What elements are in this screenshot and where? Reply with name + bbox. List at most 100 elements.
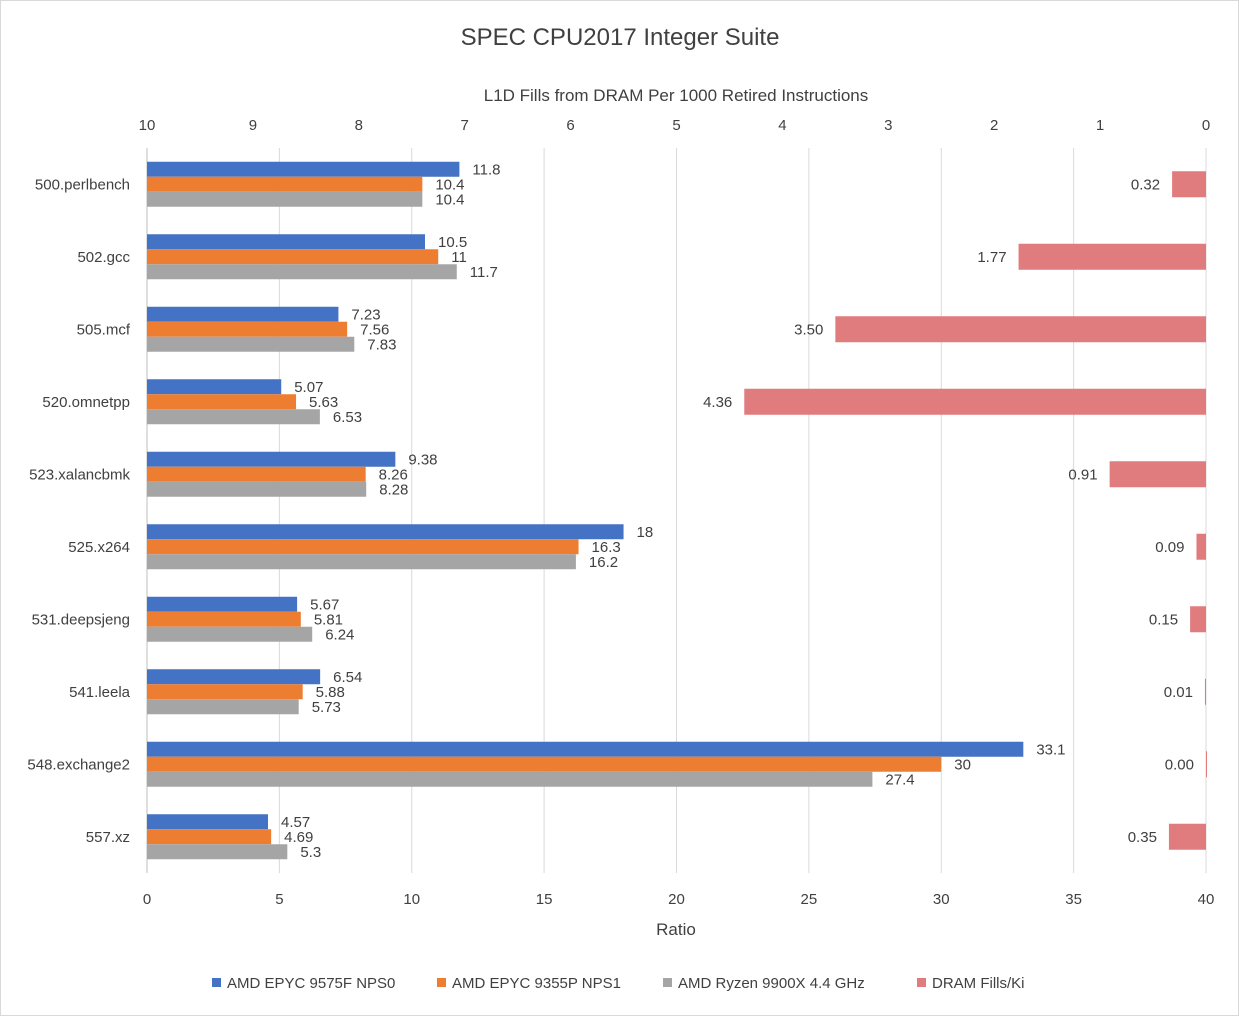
bar-data-label: 16.3 bbox=[592, 539, 621, 556]
x-tick-label: 5 bbox=[275, 891, 283, 908]
x2-tick-label: 1 bbox=[1096, 117, 1104, 134]
legend-swatch bbox=[917, 978, 926, 987]
category-label: 523.xalancbmk bbox=[29, 466, 130, 483]
x2-tick-label: 5 bbox=[672, 117, 680, 134]
legend-label: AMD Ryzen 9900X 4.4 GHz bbox=[678, 975, 865, 992]
legend-label: AMD EPYC 9355P NPS1 bbox=[452, 975, 621, 992]
bar-data-label: 11 bbox=[451, 249, 467, 266]
dram-data-label: 0.35 bbox=[1128, 829, 1157, 846]
dram-data-label: 0.00 bbox=[1165, 756, 1194, 773]
bar-3 bbox=[147, 409, 320, 425]
bar-1 bbox=[147, 524, 624, 540]
bar-3 bbox=[147, 481, 367, 497]
x2-tick-label: 2 bbox=[990, 117, 998, 134]
category-label: 520.omnetpp bbox=[42, 394, 130, 411]
bar-data-label: 11.7 bbox=[470, 264, 498, 281]
x2-tick-label: 7 bbox=[461, 117, 469, 134]
bar-data-label: 10.4 bbox=[435, 176, 464, 193]
category-label: 541.leela bbox=[69, 684, 131, 701]
bar-data-label: 30 bbox=[954, 756, 971, 773]
bar-1 bbox=[147, 161, 460, 177]
x2-tick-label: 4 bbox=[778, 117, 786, 134]
bar-1 bbox=[147, 379, 282, 395]
bar-data-label: 18 bbox=[637, 524, 654, 541]
bar-data-label: 10.5 bbox=[438, 234, 467, 251]
secondary-axis-title: L1D Fills from DRAM Per 1000 Retired Ins… bbox=[484, 86, 869, 105]
legend-swatch bbox=[437, 978, 446, 987]
category-labels: 500.perlbench 502.gcc 505.mcf 520.omnetpp 52… bbox=[27, 176, 130, 846]
dram-data-label: 0.09 bbox=[1155, 539, 1184, 556]
bar-data-label: 5.63 bbox=[309, 394, 338, 411]
bar-data-label: 27.4 bbox=[885, 771, 914, 788]
dram-data-label: 4.36 bbox=[703, 394, 732, 411]
bar-data-label: 4.57 bbox=[281, 814, 310, 831]
bar-data-label: 8.26 bbox=[379, 466, 408, 483]
bar-3 bbox=[147, 554, 576, 570]
legend-label: AMD EPYC 9575F NPS0 bbox=[227, 975, 395, 992]
bar-1 bbox=[147, 814, 268, 830]
primary-axis-title: Ratio bbox=[656, 920, 696, 939]
x2-tick-label: 6 bbox=[566, 117, 574, 134]
bar-2 bbox=[147, 611, 301, 627]
legend: AMD EPYC 9575F NPS0 AMD EPYC 9355P NPS1 AM… bbox=[212, 975, 1025, 992]
bar-3 bbox=[147, 699, 299, 715]
bar-2 bbox=[147, 684, 303, 700]
bar-3 bbox=[147, 264, 457, 280]
x-tick-label: 0 bbox=[143, 891, 151, 908]
x2-tick-label: 0 bbox=[1202, 117, 1210, 134]
bar-data-label: 6.53 bbox=[333, 409, 362, 426]
bar-data-label: 5.07 bbox=[294, 379, 323, 396]
bar-data-label: 11.8 bbox=[472, 161, 500, 178]
x-tick-label: 40 bbox=[1198, 891, 1215, 908]
dram-fills-bar bbox=[1196, 533, 1206, 560]
category-label: 557.xz bbox=[86, 829, 130, 846]
x2-tick-label: 9 bbox=[249, 117, 257, 134]
bar-3 bbox=[147, 336, 355, 352]
x-tick-label: 35 bbox=[1065, 891, 1082, 908]
bar-data-label: 7.23 bbox=[351, 306, 380, 323]
bar-2 bbox=[147, 321, 348, 337]
primary-axis-ticks: 0 5 10 15 20 25 30 35 40 bbox=[143, 891, 1215, 908]
bar-2 bbox=[147, 249, 439, 265]
bar-data-label: 5.3 bbox=[300, 844, 321, 861]
bar-3 bbox=[147, 771, 873, 787]
bar-3 bbox=[147, 844, 288, 860]
dram-fills-bar bbox=[1204, 678, 1206, 705]
bar-3 bbox=[147, 626, 313, 642]
bar-data-label: 8.28 bbox=[379, 481, 408, 498]
bar-1 bbox=[147, 669, 321, 685]
dram-data-label: 1.77 bbox=[977, 249, 1006, 266]
chart-title: SPEC CPU2017 Integer Suite bbox=[461, 24, 780, 51]
bar-1 bbox=[147, 234, 425, 250]
dram-data-label: 0.91 bbox=[1068, 466, 1097, 483]
dram-fills-bar bbox=[1172, 171, 1206, 198]
bar-data-label: 6.54 bbox=[333, 669, 362, 686]
dram-data-label: 3.50 bbox=[794, 321, 823, 338]
dram-data-label: 0.32 bbox=[1131, 176, 1160, 193]
dram-fills-bar bbox=[1018, 243, 1206, 270]
bar-data-label: 9.38 bbox=[408, 451, 437, 468]
x-tick-label: 15 bbox=[536, 891, 553, 908]
x-tick-label: 20 bbox=[668, 891, 685, 908]
dram-fills-bar bbox=[1109, 461, 1206, 488]
bar-data-label: 33.1 bbox=[1036, 741, 1065, 758]
bar-2 bbox=[147, 394, 297, 410]
bar-data-label: 5.73 bbox=[312, 699, 341, 716]
dram-data-label: 0.15 bbox=[1149, 611, 1178, 628]
bar-data-label: 5.81 bbox=[314, 611, 343, 628]
dram-fills-bar bbox=[1206, 751, 1207, 778]
category-label: 531.deepsjeng bbox=[32, 611, 130, 628]
bar-data-label: 7.83 bbox=[367, 336, 396, 353]
bar-2 bbox=[147, 176, 423, 192]
category-label: 500.perlbench bbox=[35, 176, 130, 193]
bar-2 bbox=[147, 829, 272, 845]
bar-3 bbox=[147, 191, 423, 207]
bar-1 bbox=[147, 306, 339, 322]
bar-data-label: 7.56 bbox=[360, 321, 389, 338]
dram-fills-bar bbox=[744, 388, 1206, 415]
bar-1 bbox=[147, 596, 298, 612]
bar-1 bbox=[147, 451, 396, 467]
